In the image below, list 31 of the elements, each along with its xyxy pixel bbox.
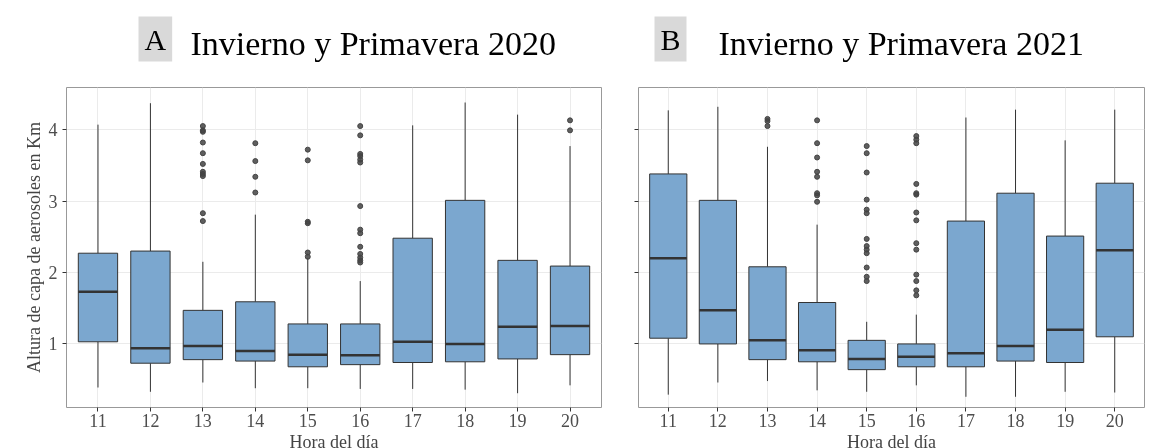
- x-tick-label: 16: [907, 410, 926, 431]
- x-tick-label: 19: [1056, 410, 1075, 431]
- x-tick-label: 15: [298, 410, 317, 431]
- text: B: [660, 22, 681, 56]
- y-tick-label: 3: [48, 191, 58, 212]
- x-axis-title: Hora del día: [289, 431, 379, 448]
- x-tick-label: 11: [659, 410, 677, 431]
- x-tick-label: 20: [561, 410, 580, 431]
- x-tick-label: 17: [956, 410, 975, 431]
- x-tick-label: 16: [351, 410, 370, 431]
- x-tick-label: 18: [456, 410, 475, 431]
- x-tick-label: 14: [808, 410, 827, 431]
- text: A: [144, 22, 167, 56]
- x-axis-title: Hora del día: [847, 431, 936, 448]
- y-axis-title: Altura de capa de aerosoles en Km: [23, 122, 44, 373]
- chart-title: Invierno y Primavera 2020: [190, 24, 556, 62]
- x-tick-label: 12: [141, 410, 160, 431]
- x-tick-label: 13: [193, 410, 212, 431]
- x-tick-label: 17: [403, 410, 422, 431]
- y-tick-label: 4: [48, 120, 58, 141]
- chart-title: Invierno y Primavera 2021: [718, 24, 1084, 62]
- x-tick-label: 13: [758, 410, 777, 431]
- x-tick-label: 19: [508, 410, 527, 431]
- y-tick-label: 2: [48, 263, 58, 283]
- x-tick-label: 12: [708, 410, 727, 431]
- x-tick-label: 14: [246, 410, 265, 431]
- x-tick-label: 20: [1105, 410, 1124, 431]
- x-tick-label: 15: [857, 410, 876, 431]
- x-tick-label: 18: [1006, 410, 1025, 431]
- y-tick-label: 1: [48, 334, 58, 355]
- x-tick-label: 11: [89, 410, 107, 431]
